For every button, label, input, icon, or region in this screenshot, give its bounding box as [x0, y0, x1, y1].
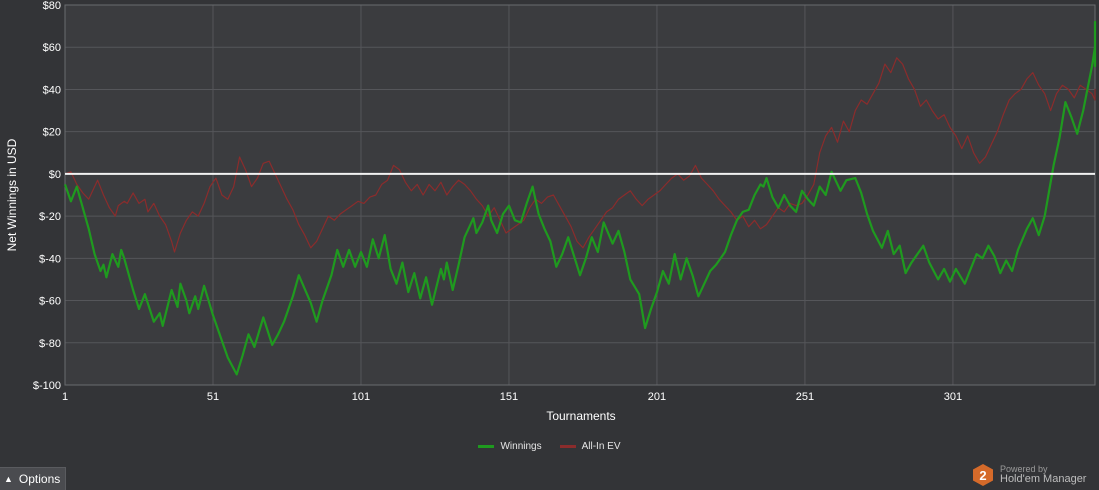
x-tick-label: 301 [944, 391, 962, 403]
y-tick-label: $-100 [33, 380, 61, 392]
x-tick-label: 201 [648, 391, 666, 403]
x-tick-label: 1 [62, 391, 68, 403]
y-tick-label: $-20 [39, 211, 61, 223]
legend-item-allin-ev[interactable]: All-In EV [559, 440, 621, 452]
y-axis-title: Net Winnings in USD [5, 138, 19, 251]
hem-logo-icon: 2 [973, 464, 993, 486]
y-tick-label: $40 [43, 84, 61, 96]
x-tick-label: 151 [500, 391, 518, 403]
options-label: Options [18, 472, 61, 486]
legend-swatch-allin-ev [559, 444, 576, 448]
y-tick-label: $60 [43, 42, 61, 54]
plot-border [64, 4, 1096, 386]
hem-logo-number: 2 [979, 468, 986, 483]
legend-label-allin-ev: All-In EV [581, 440, 621, 452]
series-lines [63, 20, 1097, 376]
series-line-allin-ev [64, 57, 1096, 253]
x-tick-label: 101 [352, 391, 370, 403]
chevron-up-icon: ▲ [4, 474, 13, 484]
y-tick-label: $0 [49, 169, 61, 181]
powered-by-text: Powered by [1000, 463, 1048, 474]
y-tick-label: $-80 [39, 338, 61, 350]
legend-label-winnings: Winnings [500, 440, 542, 452]
powered-by-logo: 2 Powered by Hold'em Manager [972, 460, 1099, 490]
x-tick-label: 251 [796, 391, 814, 403]
legend: Winnings All-In EV [0, 438, 1099, 454]
x-tick-label: 51 [207, 391, 219, 403]
y-tick-label: $20 [43, 127, 61, 139]
y-tick-label: $80 [43, 0, 61, 12]
x-axis-title: Tournaments [546, 409, 615, 423]
brand-name: Hold'em Manager [1000, 472, 1087, 485]
series-line-winnings [63, 20, 1097, 376]
plot-background [65, 5, 1095, 385]
legend-item-winnings[interactable]: Winnings [478, 440, 542, 452]
y-tick-label: $-40 [39, 253, 61, 265]
options-button[interactable]: ▲ Options [0, 467, 66, 490]
legend-swatch-winnings [478, 444, 495, 448]
y-tick-label: $-60 [39, 296, 61, 308]
